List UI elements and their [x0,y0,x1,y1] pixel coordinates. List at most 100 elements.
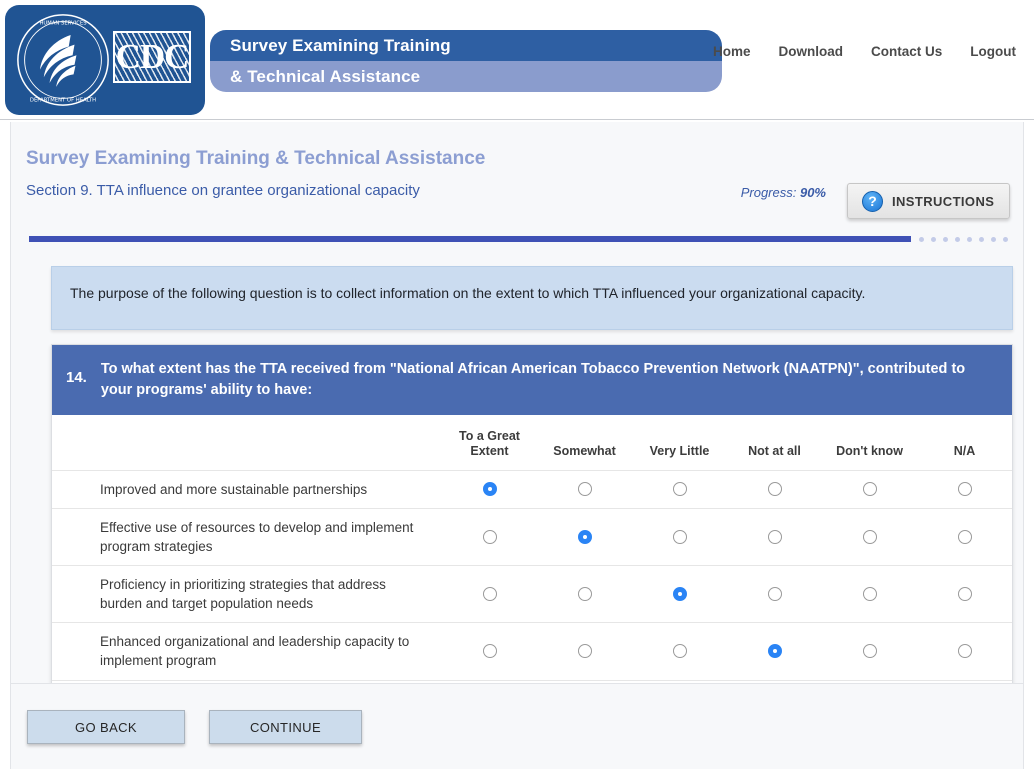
radio-unselected[interactable] [577,644,592,659]
main-navigation: Home Download Contact Us Logout [713,44,1016,59]
matrix-option-cell[interactable] [727,564,822,623]
nav-item-logout[interactable]: Logout [970,44,1016,59]
progress-dot [955,237,960,242]
radio-selected[interactable] [672,586,687,601]
matrix-option-cell[interactable] [537,622,632,681]
progress-dot [967,237,972,242]
radio-unselected[interactable] [672,644,687,659]
radio-unselected[interactable] [862,586,877,601]
radio-unselected[interactable] [672,481,687,496]
progress-bar-fill [29,236,911,242]
radio-selected[interactable] [482,481,497,496]
matrix-column-header: N/A [953,444,976,459]
matrix-corner-cell [52,415,442,470]
matrix-column-header: Somewhat [553,444,616,459]
matrix-header-row: To a Great Extent Somewhat Very Little Not … [52,415,1012,470]
progress-label: Progress: 90% [741,185,826,200]
matrix-option-cell[interactable] [917,507,1012,566]
progress-dot [1003,237,1008,242]
radio-selected[interactable] [577,529,592,544]
purpose-callout: The purpose of the following question is… [51,266,1013,330]
matrix-option-cell[interactable] [727,469,822,509]
site-header: HUMAN SERVICES DEPARTMENT OF HEALTH CDC … [0,0,1034,120]
radio-unselected[interactable] [862,529,877,544]
question-text: To what extent has the TTA received from… [100,361,966,399]
matrix-row-label: Enhanced organizational and leadership c… [52,622,442,681]
content-panel: Survey Examining Training & Technical As… [10,122,1024,758]
banner-line-2: & Technical Assistance [210,61,722,92]
site-banner: Survey Examining Training & Technical As… [210,30,722,92]
banner-line-1: Survey Examining Training [210,30,722,61]
radio-selected[interactable] [767,644,782,659]
radio-unselected[interactable] [482,644,497,659]
radio-unselected[interactable] [577,481,592,496]
matrix-option-cell[interactable] [917,622,1012,681]
matrix-row: Improved and more sustainable partnershi… [52,469,1012,509]
instructions-button[interactable]: ? INSTRUCTIONS [847,183,1010,219]
radio-unselected[interactable] [862,481,877,496]
matrix-option-cell[interactable] [727,622,822,681]
matrix-row: Enhanced organizational and leadership c… [52,622,1012,681]
matrix-column-header: To a Great Extent [459,429,520,459]
matrix-option-cell[interactable] [632,622,727,681]
matrix-row-label: Proficiency in prioritizing strategies t… [52,564,442,623]
progress-dot [931,237,936,242]
hhs-seal-icon: HUMAN SERVICES DEPARTMENT OF HEALTH [17,14,109,106]
progress-label-prefix: Progress: [740,185,800,200]
radio-unselected[interactable] [957,644,972,659]
matrix-option-cell[interactable] [822,469,917,509]
radio-unselected[interactable] [862,644,877,659]
cdc-wordmark: CDC [113,31,191,83]
radio-unselected[interactable] [577,586,592,601]
radio-unselected[interactable] [957,529,972,544]
matrix-option-cell[interactable] [442,507,537,566]
matrix-option-cell[interactable] [632,469,727,509]
question-number: 14. [66,369,87,386]
matrix-option-cell[interactable] [442,469,537,509]
matrix-option-cell[interactable] [917,564,1012,623]
nav-item-contact-us[interactable]: Contact Us [871,44,943,59]
cdc-wordmark-text: CDC [115,37,189,76]
matrix-column-header: Not at all [748,444,801,459]
progress-bar [29,236,1009,242]
matrix-row: Proficiency in prioritizing strategies t… [52,564,1012,623]
matrix-row-label: Improved and more sustainable partnershi… [52,469,442,509]
nav-item-download[interactable]: Download [778,44,844,59]
radio-unselected[interactable] [957,586,972,601]
matrix-row: Effective use of resources to develop an… [52,507,1012,566]
instructions-button-label: INSTRUCTIONS [892,193,995,209]
matrix-option-cell[interactable] [632,564,727,623]
matrix-option-cell[interactable] [727,507,822,566]
radio-unselected[interactable] [482,529,497,544]
footer-bar: GO BACK CONTINUE [10,683,1024,769]
matrix-option-cell[interactable] [537,564,632,623]
matrix-option-cell[interactable] [442,564,537,623]
matrix-option-cell[interactable] [537,469,632,509]
matrix-option-cell[interactable] [822,622,917,681]
radio-unselected[interactable] [767,586,782,601]
cdc-hatch-pattern [115,33,189,81]
radio-unselected[interactable] [482,586,497,601]
matrix-option-cell[interactable] [917,469,1012,509]
go-back-button[interactable]: GO BACK [27,710,185,744]
question-header: 14. To what extent has the TTA received … [52,345,1012,416]
matrix-option-cell[interactable] [822,564,917,623]
matrix-option-cell[interactable] [822,507,917,566]
question-mark-icon: ? [862,190,883,212]
matrix-column-header: Very Little [649,444,710,459]
progress-dot [979,237,984,242]
progress-value: 90% [799,185,826,200]
cdc-hhs-logo: HUMAN SERVICES DEPARTMENT OF HEALTH CDC [5,5,205,115]
radio-unselected[interactable] [767,481,782,496]
matrix-option-cell[interactable] [442,622,537,681]
radio-unselected[interactable] [957,481,972,496]
continue-button[interactable]: CONTINUE [209,710,362,744]
matrix-column-header: Don't know [836,444,903,459]
radio-unselected[interactable] [672,529,687,544]
progress-dot [919,237,924,242]
matrix-option-cell[interactable] [632,507,727,566]
radio-unselected[interactable] [767,529,782,544]
matrix-option-cell[interactable] [537,507,632,566]
nav-item-home[interactable]: Home [712,44,751,59]
